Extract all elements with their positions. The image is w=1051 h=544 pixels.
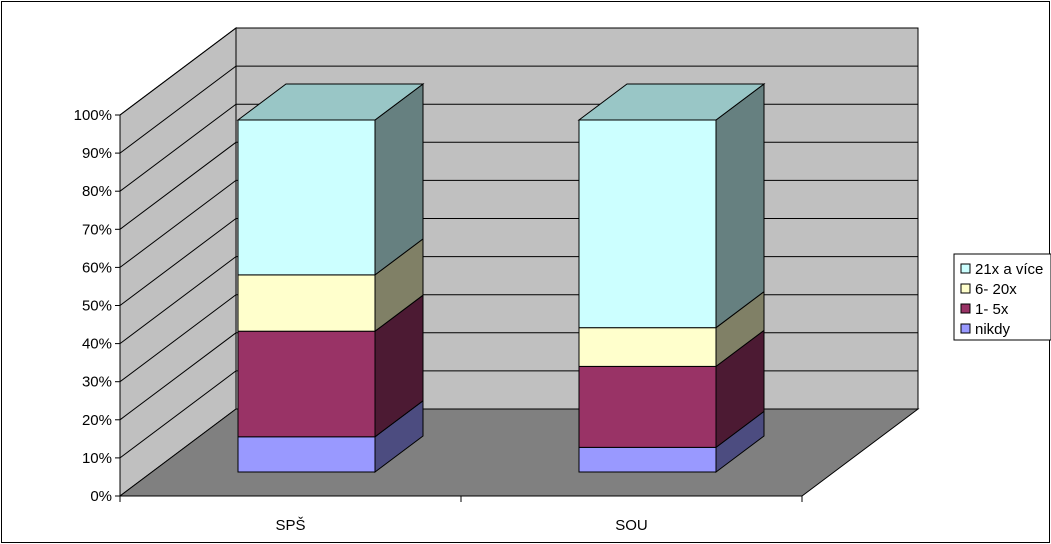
bar-top xyxy=(236,83,425,121)
bar-segment-front xyxy=(578,446,717,473)
bar-segment-front xyxy=(237,436,376,473)
bar-segment-front xyxy=(237,119,376,276)
legend-item: 1- 5x xyxy=(960,301,1009,318)
bar-segment-side xyxy=(715,83,765,329)
legend: 21x a více 6- 20x 1- 5x nikdy xyxy=(953,253,1051,341)
value-tick-label: 0% xyxy=(90,488,112,505)
bar-stacks xyxy=(236,83,766,473)
value-axis: 0% 10% 20% 30% 40% 50% 60% 70% 80% 90% 100% xyxy=(74,107,121,505)
bar-segment-front xyxy=(578,365,717,448)
legend-swatch xyxy=(960,283,971,294)
value-tick-label: 90% xyxy=(82,145,112,162)
category-label: SOU xyxy=(615,517,648,534)
bar-stack-0 xyxy=(236,83,425,473)
legend-label: 6- 20x xyxy=(975,281,1017,298)
legend-label: nikdy xyxy=(975,321,1011,338)
legend-swatch xyxy=(960,303,971,314)
value-tick-label: 40% xyxy=(82,336,112,353)
bar-segment-front xyxy=(578,119,717,329)
bar-segment-front xyxy=(237,330,376,438)
legend-swatch xyxy=(960,323,971,334)
bar-segment-front xyxy=(578,327,717,367)
gridline xyxy=(119,65,918,154)
gridline xyxy=(119,27,918,116)
value-tick-label: 50% xyxy=(82,298,112,315)
bar-top xyxy=(577,83,766,121)
bar-segment-front xyxy=(237,274,376,332)
legend-item: nikdy xyxy=(960,321,1011,338)
value-tick-label: 80% xyxy=(82,183,112,200)
category-axis: SPŠ SOU xyxy=(119,495,803,534)
value-tick-label: 30% xyxy=(82,374,112,391)
legend-swatch xyxy=(960,263,971,274)
legend-label: 1- 5x xyxy=(975,301,1009,318)
legend-item: 6- 20x xyxy=(960,281,1017,298)
bar-stack-1 xyxy=(577,83,766,473)
legend-item: 21x a více xyxy=(960,261,1043,278)
value-tick-label: 20% xyxy=(82,412,112,429)
value-tick-label: 10% xyxy=(82,450,112,467)
category-label: SPŠ xyxy=(275,517,305,534)
value-tick-label: 100% xyxy=(74,107,112,124)
value-tick-label: 70% xyxy=(82,221,112,238)
legend-label: 21x a více xyxy=(975,261,1043,278)
value-tick-label: 60% xyxy=(82,259,112,276)
